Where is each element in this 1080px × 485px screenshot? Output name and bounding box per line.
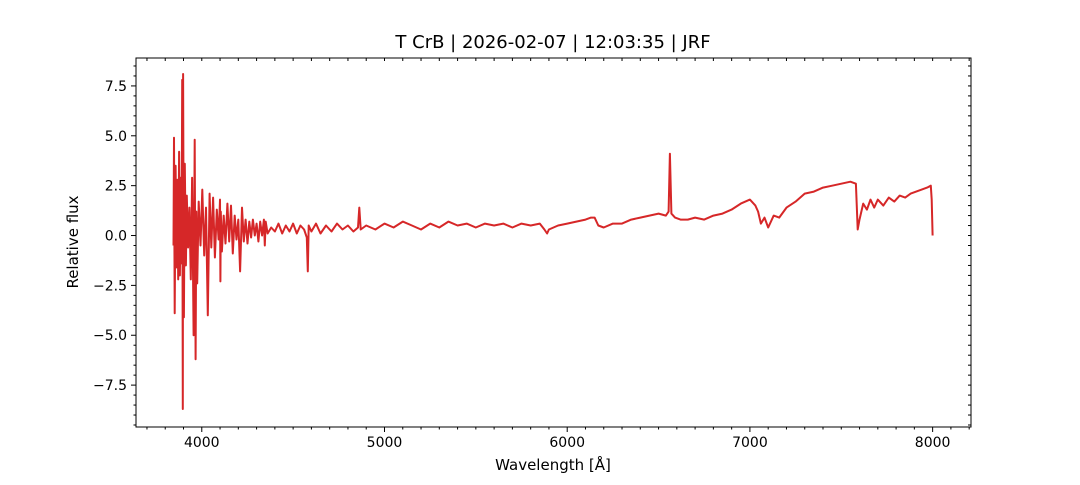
y-tick-label: −5.0 <box>93 328 127 344</box>
x-axis-label: Wavelength [Å] <box>495 455 611 474</box>
spectrum-line <box>172 73 934 410</box>
y-tick-label: −7.5 <box>93 378 127 394</box>
y-tick-label: 7.5 <box>105 79 127 95</box>
x-tick-label: 7000 <box>732 435 768 451</box>
x-tick-label: 6000 <box>549 435 585 451</box>
y-tick-label: 5.0 <box>105 129 127 145</box>
y-tick-label: −2.5 <box>93 278 127 294</box>
y-tick-label: 0.0 <box>105 229 127 245</box>
chart-title: T CrB | 2026-02-07 | 12:03:35 | JRF <box>394 32 710 53</box>
y-tick-label: 2.5 <box>105 179 127 195</box>
axis-ticks: 4000 5000 6000 7000 8000 −7.5 −5.0 −2.5 0.0 2.5 5.… <box>93 58 971 451</box>
series-layer <box>172 73 934 410</box>
y-axis-label: Relative flux <box>64 195 82 288</box>
x-tick-label: 5000 <box>367 435 403 451</box>
x-tick-label: 8000 <box>915 435 951 451</box>
plot-frame <box>135 57 972 428</box>
x-tick-label: 4000 <box>184 435 220 451</box>
